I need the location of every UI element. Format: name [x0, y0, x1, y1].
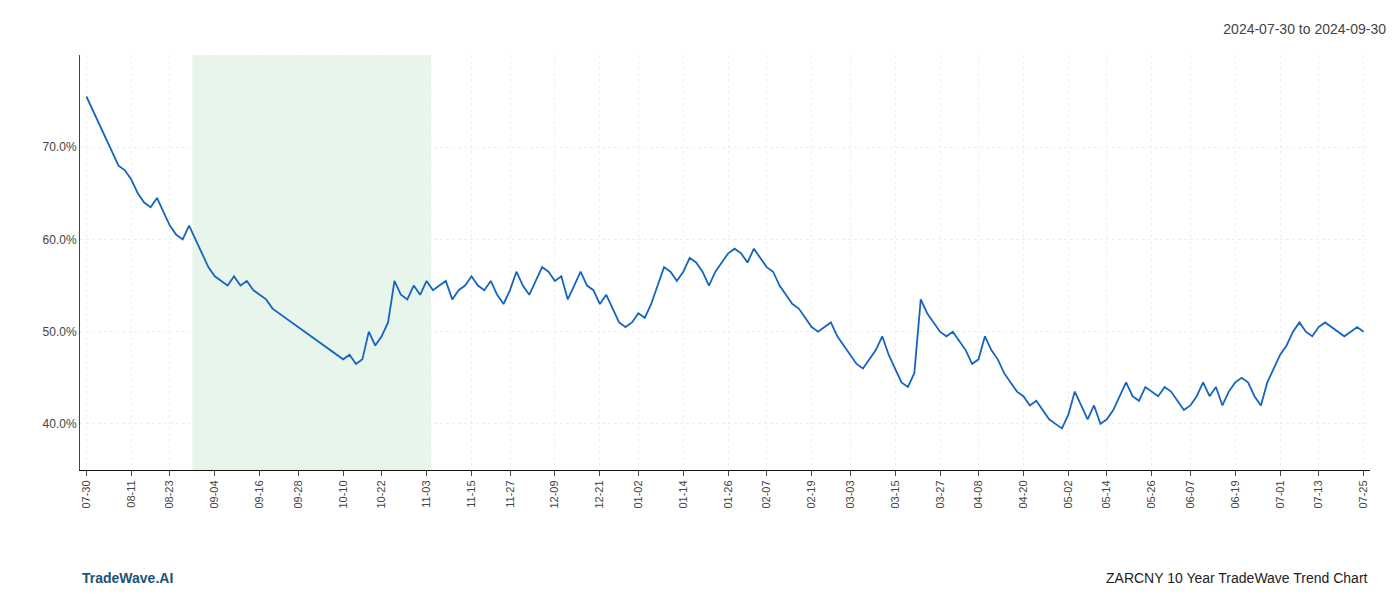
- svg-text:08-11: 08-11: [125, 480, 137, 507]
- svg-text:11-15: 11-15: [465, 480, 477, 507]
- svg-text:70.0%: 70.0%: [43, 140, 77, 154]
- svg-text:11-27: 11-27: [504, 480, 516, 507]
- svg-text:50.0%: 50.0%: [43, 325, 77, 339]
- svg-text:12-21: 12-21: [593, 480, 605, 508]
- svg-text:07-01: 07-01: [1274, 480, 1286, 508]
- svg-text:03-03: 03-03: [844, 480, 856, 508]
- svg-text:40.0%: 40.0%: [43, 417, 77, 431]
- svg-text:04-20: 04-20: [1017, 480, 1029, 508]
- svg-text:05-14: 05-14: [1100, 480, 1112, 508]
- svg-text:01-26: 01-26: [722, 480, 734, 508]
- svg-text:01-14: 01-14: [677, 480, 689, 508]
- svg-text:12-09: 12-09: [549, 480, 561, 508]
- svg-text:06-19: 06-19: [1229, 480, 1241, 508]
- svg-text:06-07: 06-07: [1184, 480, 1196, 508]
- svg-text:05-26: 05-26: [1145, 480, 1157, 508]
- svg-text:02-07: 02-07: [760, 480, 772, 508]
- svg-text:09-04: 09-04: [208, 480, 220, 508]
- svg-text:07-13: 07-13: [1312, 480, 1324, 508]
- svg-text:08-23: 08-23: [163, 480, 175, 508]
- svg-text:07-25: 07-25: [1357, 480, 1369, 508]
- svg-text:02-19: 02-19: [805, 480, 817, 508]
- svg-text:04-08: 04-08: [972, 480, 984, 508]
- svg-text:01-02: 01-02: [632, 480, 644, 508]
- svg-text:03-15: 03-15: [889, 480, 901, 508]
- svg-text:03-27: 03-27: [934, 480, 946, 508]
- svg-text:05-02: 05-02: [1062, 480, 1074, 508]
- svg-text:10-22: 10-22: [375, 480, 387, 508]
- svg-text:09-16: 09-16: [253, 480, 265, 508]
- svg-text:ZARCNY 10 Year TradeWave Trend: ZARCNY 10 Year TradeWave Trend Chart: [1106, 570, 1368, 586]
- svg-text:10-10: 10-10: [337, 480, 349, 508]
- svg-text:2024-07-30 to 2024-09-30: 2024-07-30 to 2024-09-30: [1223, 21, 1386, 37]
- svg-text:11-03: 11-03: [420, 480, 432, 507]
- svg-text:60.0%: 60.0%: [43, 233, 77, 247]
- svg-text:TradeWave.AI: TradeWave.AI: [82, 570, 173, 586]
- svg-text:07-30: 07-30: [80, 480, 92, 508]
- svg-text:09-28: 09-28: [292, 480, 304, 508]
